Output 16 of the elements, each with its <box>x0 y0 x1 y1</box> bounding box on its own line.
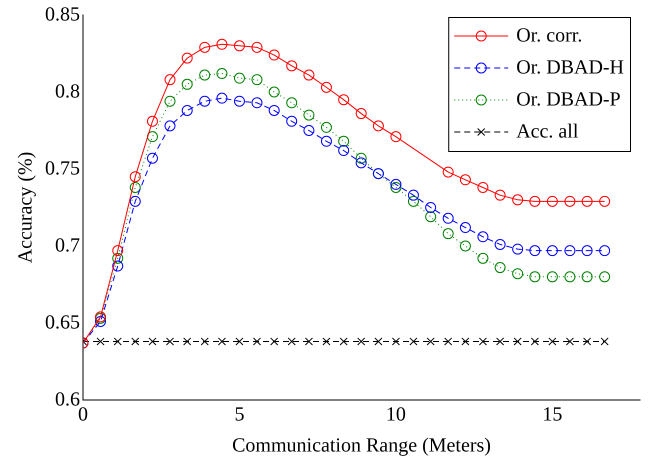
legend-label: Or. DBAD-P <box>516 88 621 110</box>
legend-label: Or. corr. <box>516 24 582 46</box>
y-tick-label: 0.85 <box>45 3 80 26</box>
x-tick-label: 0 <box>78 403 88 426</box>
legend-label: Or. DBAD-H <box>516 56 624 78</box>
x-tick-label: 10 <box>386 403 406 426</box>
x-tick-label: 15 <box>542 403 562 426</box>
x-axis-title: Communication Range (Meters) <box>232 434 491 456</box>
y-tick-label: 0.8 <box>55 80 80 102</box>
y-tick-label: 0.75 <box>45 157 80 180</box>
y-tick-label: 0.7 <box>55 234 80 256</box>
y-tick-label: 0.65 <box>45 311 80 334</box>
y-tick-label: 0.6 <box>55 388 80 410</box>
x-tick-label: 5 <box>234 403 244 426</box>
y-axis-title: Accuracy (%) <box>14 152 36 264</box>
legend-label: Acc. all <box>516 120 579 142</box>
